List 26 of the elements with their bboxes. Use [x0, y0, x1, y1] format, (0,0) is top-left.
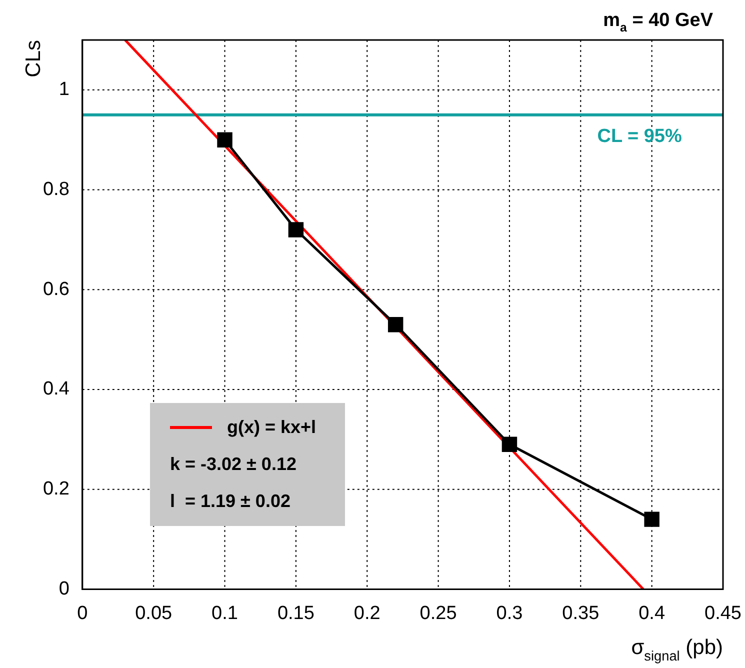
y-tick-label: 0.4: [42, 378, 70, 400]
x-tick-label: 0.4: [638, 602, 666, 624]
point: [644, 512, 660, 527]
y-tick-label: 0.2: [42, 478, 70, 500]
x-tick-label: 0.1: [212, 602, 238, 624]
y-tick-label: 0: [58, 578, 70, 600]
legend-label: g(x) = kx+l: [227, 416, 316, 439]
x-tick-label: 0.25: [420, 602, 457, 624]
annotation: l = 1.19 ± 0.02: [170, 490, 292, 513]
y-tick-label: 0.8: [42, 179, 70, 200]
ref-line-label: CL = 95%: [597, 126, 682, 147]
point: [217, 132, 232, 148]
x-tick-label: 0.45: [704, 602, 742, 624]
x-tick-label: 0.3: [496, 602, 523, 624]
point: [388, 316, 404, 332]
x-tick-label: 0.05: [135, 602, 172, 624]
y-tick-label: 1: [58, 79, 70, 100]
annotation: k = -3.02 ± 0.12: [170, 453, 298, 476]
y-axis-title: CLs: [22, 40, 45, 78]
x-tick-label: 0.15: [277, 602, 314, 624]
x-tick-label: 0.2: [354, 602, 380, 624]
y-tick-label: 0.6: [42, 278, 70, 300]
x-tick-label: 0: [77, 602, 88, 624]
point: [288, 222, 304, 238]
point: [502, 436, 518, 452]
x-tick-label: 0.35: [562, 602, 600, 624]
